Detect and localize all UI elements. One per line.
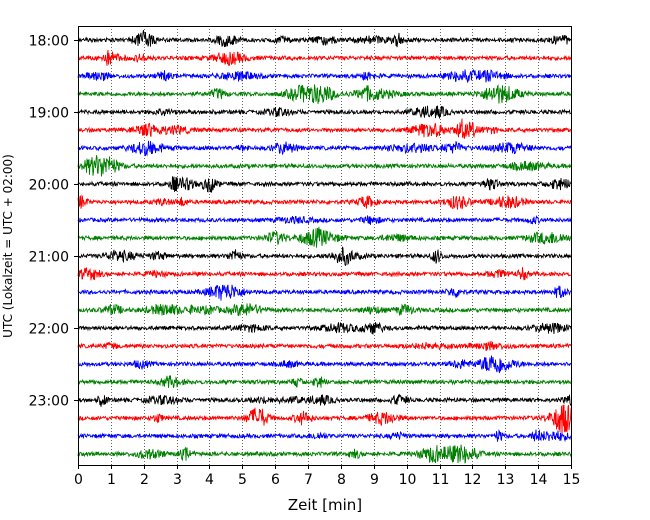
x-axis-ticks: 0 1 2 3 4 5 6 7 8 9 10 11 12 13 14 15 [74, 465, 580, 488]
x-tick-label: 9 [370, 472, 379, 488]
x-axis-label: Zeit [min] [288, 496, 362, 514]
x-tick-label: 8 [337, 472, 346, 488]
trace-line [77, 393, 572, 407]
plot-frame [78, 26, 572, 466]
trace-line [77, 375, 572, 388]
trace-line [77, 355, 572, 374]
trace-line [77, 194, 572, 210]
x-tick-label: 13 [497, 472, 515, 488]
x-tick-label: 5 [238, 472, 247, 488]
y-tick-label: 23:00 [29, 394, 69, 410]
trace-line [77, 284, 572, 301]
x-tick-label: 4 [205, 472, 214, 488]
x-tick-label: 11 [432, 472, 450, 488]
trace-line [77, 214, 572, 225]
trace-line [77, 140, 572, 157]
trace-line [77, 321, 572, 335]
trace-line [77, 176, 572, 193]
trace-line [77, 118, 572, 139]
grid [111, 26, 539, 465]
seismic-traces [77, 30, 572, 464]
trace-line [77, 404, 572, 435]
x-tick-label: 6 [271, 472, 280, 488]
trace-line [77, 340, 572, 351]
y-axis-ticks: 18:00 19:00 20:00 21:00 22:00 23:00 [29, 34, 78, 410]
x-tick-label: 10 [399, 472, 417, 488]
trace-line [77, 267, 572, 281]
x-tick-label: 2 [140, 472, 149, 488]
trace-line [77, 155, 572, 177]
trace-line [77, 444, 572, 464]
trace-line [77, 226, 572, 248]
x-tick-label: 0 [74, 472, 83, 488]
x-tick-label: 15 [563, 472, 581, 488]
y-tick-label: 19:00 [29, 106, 69, 122]
trace-line [77, 49, 572, 67]
y-tick-label: 18:00 [29, 34, 69, 50]
y-axis-label: UTC (Lokalzeit = UTC + 02:00) [1, 154, 15, 338]
x-tick-label: 12 [464, 472, 482, 488]
y-tick-label: 21:00 [29, 250, 69, 266]
trace-line [77, 30, 572, 48]
trace-line [77, 105, 572, 119]
x-tick-label: 3 [173, 472, 182, 488]
x-tick-label: 1 [107, 472, 116, 488]
y-tick-label: 20:00 [29, 178, 69, 194]
x-tick-label: 7 [304, 472, 313, 488]
trace-line [77, 303, 572, 317]
trace-line [77, 84, 572, 104]
trace-line [77, 68, 572, 84]
trace-line [77, 246, 572, 267]
trace-line [77, 429, 572, 443]
y-tick-label: 22:00 [29, 322, 69, 338]
x-tick-label: 14 [530, 472, 548, 488]
